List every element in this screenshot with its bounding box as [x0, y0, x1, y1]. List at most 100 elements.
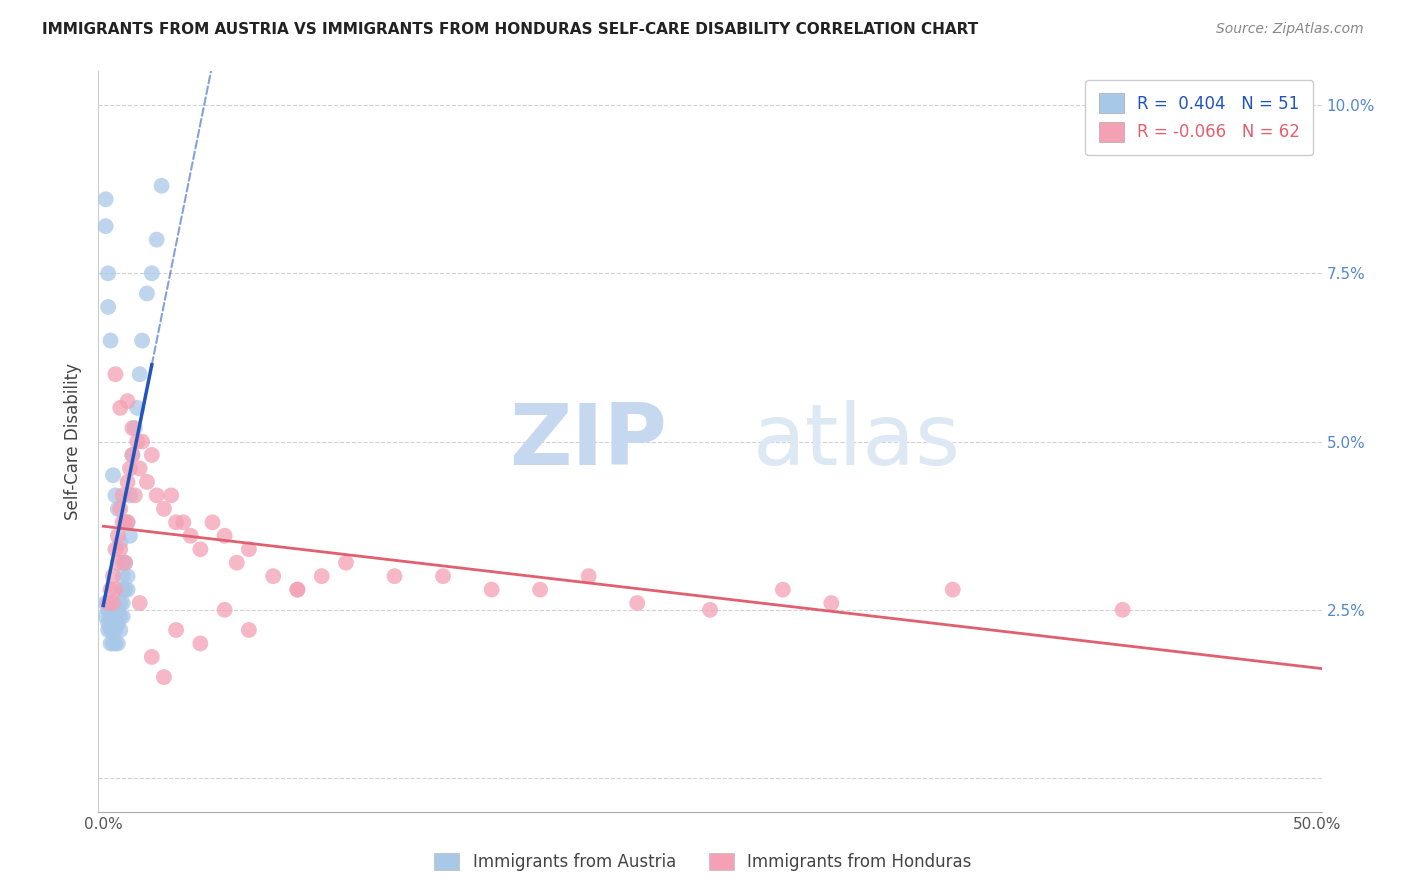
- Point: [107, 556, 129, 570]
- Point: [111, 556, 134, 570]
- Point: [188, 542, 212, 557]
- Point: [104, 582, 127, 597]
- Point: [110, 609, 132, 624]
- Point: [128, 368, 150, 382]
- Point: [820, 596, 842, 610]
- Point: [124, 488, 146, 502]
- Point: [141, 448, 163, 462]
- Point: [118, 461, 141, 475]
- Point: [111, 609, 134, 624]
- Point: [121, 421, 143, 435]
- Point: [111, 596, 134, 610]
- Point: [118, 529, 141, 543]
- Point: [121, 448, 143, 462]
- Point: [201, 516, 224, 530]
- Point: [110, 623, 132, 637]
- Point: [141, 266, 163, 280]
- Point: [772, 582, 794, 597]
- Point: [104, 636, 127, 650]
- Point: [104, 488, 127, 502]
- Point: [97, 300, 120, 314]
- Point: [94, 609, 117, 624]
- Point: [145, 488, 167, 502]
- Point: [238, 623, 260, 637]
- Point: [100, 609, 122, 624]
- Point: [117, 516, 139, 530]
- Point: [101, 603, 124, 617]
- Point: [699, 603, 721, 617]
- Point: [97, 623, 120, 637]
- Point: [128, 596, 150, 610]
- Point: [311, 569, 333, 583]
- Point: [101, 636, 124, 650]
- Point: [287, 582, 309, 597]
- Point: [97, 266, 120, 280]
- Point: [180, 529, 202, 543]
- Point: [101, 596, 124, 610]
- Point: [384, 569, 406, 583]
- Point: [238, 542, 260, 557]
- Point: [136, 286, 159, 301]
- Point: [107, 501, 129, 516]
- Point: [101, 623, 124, 637]
- Point: [114, 582, 136, 597]
- Y-axis label: Self-Care Disability: Self-Care Disability: [65, 363, 83, 520]
- Point: [124, 421, 146, 435]
- Point: [107, 529, 129, 543]
- Point: [131, 434, 153, 449]
- Point: [104, 542, 127, 557]
- Point: [110, 542, 132, 557]
- Point: [114, 556, 136, 570]
- Point: [481, 582, 503, 597]
- Point: [145, 233, 167, 247]
- Point: [165, 516, 187, 530]
- Point: [117, 394, 139, 409]
- Point: [150, 178, 173, 193]
- Text: Source: ZipAtlas.com: Source: ZipAtlas.com: [1216, 22, 1364, 37]
- Point: [160, 488, 183, 502]
- Point: [432, 569, 454, 583]
- Point: [111, 516, 134, 530]
- Point: [117, 569, 139, 583]
- Point: [94, 192, 117, 206]
- Point: [153, 501, 176, 516]
- Point: [287, 582, 309, 597]
- Point: [214, 529, 236, 543]
- Legend: R =  0.404   N = 51, R = -0.066   N = 62: R = 0.404 N = 51, R = -0.066 N = 62: [1085, 79, 1313, 155]
- Point: [117, 516, 139, 530]
- Point: [100, 636, 122, 650]
- Point: [141, 649, 163, 664]
- Point: [117, 475, 139, 489]
- Point: [128, 461, 150, 475]
- Point: [225, 556, 247, 570]
- Point: [100, 623, 122, 637]
- Point: [153, 670, 176, 684]
- Point: [111, 569, 134, 583]
- Point: [104, 609, 127, 624]
- Point: [107, 616, 129, 631]
- Point: [121, 448, 143, 462]
- Point: [118, 488, 141, 502]
- Point: [1111, 603, 1133, 617]
- Point: [578, 569, 600, 583]
- Point: [127, 434, 149, 449]
- Point: [107, 636, 129, 650]
- Point: [94, 596, 117, 610]
- Legend: Immigrants from Austria, Immigrants from Honduras: Immigrants from Austria, Immigrants from…: [426, 845, 980, 880]
- Point: [626, 596, 648, 610]
- Point: [188, 636, 212, 650]
- Text: ZIP: ZIP: [509, 400, 668, 483]
- Point: [101, 468, 124, 483]
- Point: [97, 616, 120, 631]
- Point: [100, 582, 122, 597]
- Point: [114, 516, 136, 530]
- Text: atlas: atlas: [752, 400, 960, 483]
- Point: [110, 596, 132, 610]
- Point: [94, 219, 117, 234]
- Point: [131, 334, 153, 348]
- Point: [214, 603, 236, 617]
- Point: [335, 556, 357, 570]
- Point: [165, 623, 187, 637]
- Point: [110, 535, 132, 549]
- Text: IMMIGRANTS FROM AUSTRIA VS IMMIGRANTS FROM HONDURAS SELF-CARE DISABILITY CORRELA: IMMIGRANTS FROM AUSTRIA VS IMMIGRANTS FR…: [42, 22, 979, 37]
